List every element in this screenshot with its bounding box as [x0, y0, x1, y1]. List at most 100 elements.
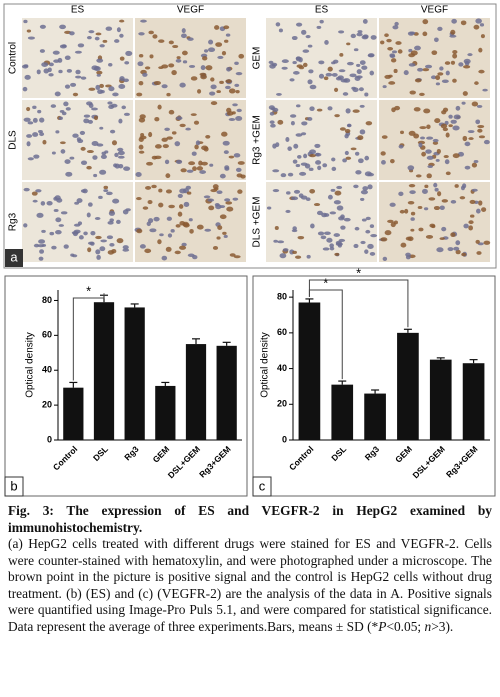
- cell: [58, 116, 63, 121]
- cell: [405, 236, 412, 241]
- cell: [38, 239, 46, 244]
- cell: [189, 228, 194, 234]
- cell: [313, 203, 321, 207]
- cell: [96, 70, 103, 75]
- cell: [339, 52, 344, 57]
- y-axis-label: Optical density: [260, 332, 271, 398]
- cell: [201, 161, 208, 166]
- cell: [410, 228, 415, 232]
- cell: [55, 217, 62, 223]
- cell: [226, 206, 234, 212]
- cell: [362, 34, 369, 39]
- cell: [166, 136, 173, 140]
- y-tick-label: 40: [42, 365, 52, 375]
- cell: [106, 235, 114, 240]
- cell: [362, 186, 369, 191]
- cell: [96, 58, 104, 63]
- cell: [112, 92, 119, 97]
- cell: [302, 49, 310, 53]
- cell: [144, 248, 152, 254]
- cell: [315, 160, 322, 165]
- cell: [276, 92, 282, 96]
- cell: [471, 101, 479, 107]
- cell: [64, 159, 71, 164]
- caption-text: n: [424, 618, 432, 634]
- bar: [364, 393, 386, 440]
- cell: [447, 247, 454, 252]
- cell: [351, 86, 356, 90]
- cell: [359, 104, 365, 108]
- cell: [272, 107, 279, 113]
- cell: [55, 230, 62, 235]
- cell: [179, 221, 185, 226]
- cell: [325, 72, 333, 77]
- cell: [116, 238, 124, 244]
- cell: [221, 131, 228, 137]
- cell: [174, 250, 181, 255]
- cell: [320, 235, 327, 240]
- micrograph: [135, 182, 246, 262]
- cell: [380, 237, 388, 242]
- cell: [61, 111, 67, 116]
- cell: [136, 92, 143, 97]
- cell: [354, 226, 360, 231]
- cell: [451, 18, 457, 24]
- cell: [219, 173, 226, 179]
- cell: [468, 137, 474, 141]
- bar: [155, 385, 176, 440]
- cell: [300, 195, 308, 200]
- cell: [124, 61, 130, 65]
- cell: [192, 166, 197, 172]
- cell: [186, 169, 194, 173]
- cell: [146, 161, 153, 166]
- cell: [355, 170, 362, 175]
- cell: [469, 199, 476, 205]
- cell: [360, 197, 365, 201]
- cell: [327, 66, 333, 72]
- cell: [441, 199, 449, 203]
- cell: [455, 105, 461, 111]
- cell: [153, 80, 161, 86]
- cell: [53, 59, 60, 63]
- micrograph: [22, 18, 133, 98]
- bar: [216, 345, 237, 440]
- cell: [86, 35, 92, 40]
- cell: [148, 131, 153, 138]
- cell: [154, 144, 162, 149]
- cell: [122, 245, 129, 250]
- cell: [154, 155, 162, 160]
- cell: [23, 117, 31, 122]
- cell: [228, 88, 236, 94]
- cell: [107, 101, 113, 105]
- cell: [157, 239, 162, 245]
- cell: [138, 117, 146, 123]
- micrograph: [266, 100, 377, 180]
- cell: [449, 34, 457, 38]
- cell: [358, 87, 364, 92]
- cell: [408, 183, 416, 188]
- cell: [209, 163, 214, 167]
- cell: [136, 228, 143, 234]
- cell: [268, 60, 274, 64]
- cell: [83, 118, 90, 124]
- cell: [180, 168, 187, 173]
- cell: [111, 249, 117, 254]
- cell: [219, 214, 227, 220]
- cell: [475, 18, 482, 24]
- cell: [460, 20, 467, 26]
- cell: [235, 167, 242, 172]
- cell: [161, 255, 168, 261]
- cell: [285, 209, 291, 213]
- cell: [210, 101, 218, 106]
- cell: [452, 125, 460, 131]
- cell: [435, 158, 440, 162]
- cell: [59, 141, 66, 145]
- cell: [117, 150, 125, 156]
- cell: [468, 225, 474, 231]
- cell: [333, 233, 340, 237]
- cell: [26, 106, 31, 112]
- cell: [384, 230, 392, 236]
- cell: [343, 217, 351, 222]
- cell: [317, 231, 325, 236]
- cell: [477, 124, 485, 129]
